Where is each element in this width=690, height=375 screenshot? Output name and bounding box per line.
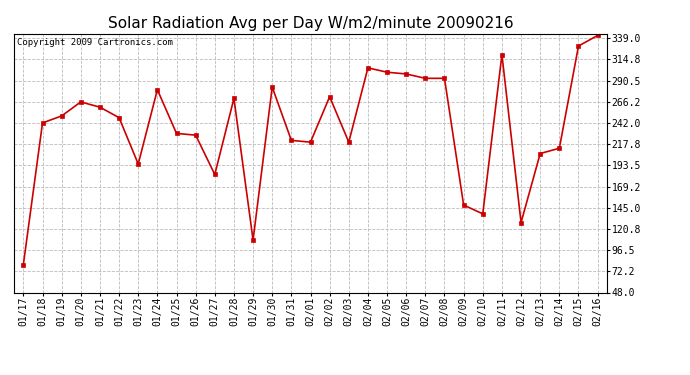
Title: Solar Radiation Avg per Day W/m2/minute 20090216: Solar Radiation Avg per Day W/m2/minute … (108, 16, 513, 31)
Text: Copyright 2009 Cartronics.com: Copyright 2009 Cartronics.com (17, 38, 172, 46)
